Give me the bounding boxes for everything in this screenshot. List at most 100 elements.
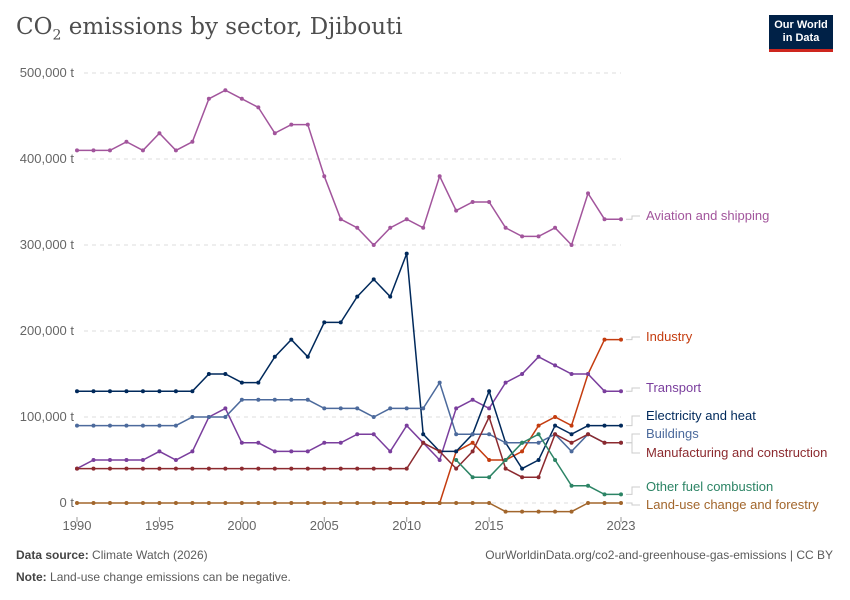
data-point — [404, 217, 409, 222]
series-label: Land-use change and forestry — [646, 497, 819, 512]
data-point — [173, 501, 178, 505]
y-tick-label: 300,000 t — [20, 237, 75, 252]
data-point — [140, 148, 145, 153]
data-point — [289, 449, 294, 454]
data-point — [355, 466, 360, 471]
x-tick-label: 2000 — [227, 518, 256, 533]
data-point — [536, 354, 541, 359]
data-point — [75, 466, 79, 471]
data-point — [289, 466, 294, 471]
y-tick-label: 100,000 t — [20, 409, 75, 424]
data-point — [602, 389, 607, 394]
data-point — [388, 225, 393, 230]
data-point — [619, 440, 623, 445]
data-point — [322, 466, 327, 471]
data-point — [520, 449, 525, 454]
data-point — [586, 483, 591, 488]
data-point — [569, 423, 574, 428]
data-point — [553, 363, 558, 368]
series-line — [76, 355, 621, 470]
data-point — [223, 466, 228, 471]
data-point — [520, 475, 525, 480]
data-point — [586, 372, 591, 376]
data-point — [569, 440, 574, 445]
data-point — [437, 458, 442, 462]
data-point — [206, 415, 211, 419]
data-point — [206, 466, 211, 471]
data-point — [487, 406, 492, 411]
data-point — [553, 423, 558, 428]
data-point — [239, 397, 244, 402]
data-point — [91, 389, 96, 394]
data-point — [371, 243, 376, 247]
data-point — [157, 449, 162, 454]
data-point — [173, 423, 178, 428]
data-point — [305, 354, 310, 359]
data-point — [140, 423, 145, 428]
data-point — [569, 509, 574, 514]
data-point — [157, 466, 162, 471]
data-point — [536, 458, 541, 462]
data-point — [91, 423, 96, 428]
data-point — [553, 458, 558, 462]
data-point — [223, 372, 228, 376]
data-point — [190, 415, 195, 419]
data-point — [553, 415, 558, 419]
data-point — [421, 501, 426, 505]
data-source: Data source: Climate Watch (2026) — [16, 548, 208, 562]
data-point — [157, 501, 162, 505]
data-point — [223, 415, 228, 419]
data-point — [124, 466, 129, 471]
data-point — [487, 458, 492, 462]
data-point — [487, 200, 492, 204]
series-label: Manufacturing and construction — [646, 445, 827, 460]
data-point — [454, 432, 459, 437]
series-line — [77, 414, 621, 478]
data-point — [487, 389, 492, 394]
data-point — [190, 466, 195, 471]
data-point — [173, 466, 178, 471]
data-point — [107, 389, 112, 394]
data-point — [355, 406, 360, 411]
series-line — [77, 253, 621, 470]
data-point — [487, 415, 492, 419]
data-point — [470, 200, 475, 204]
data-point — [437, 501, 442, 505]
data-point — [619, 501, 623, 505]
data-point — [536, 234, 541, 239]
data-point — [190, 139, 195, 144]
data-point — [569, 372, 574, 376]
data-point — [107, 501, 112, 505]
data-point — [602, 217, 607, 222]
series-label: Buildings — [646, 426, 699, 441]
data-point — [140, 466, 145, 471]
label-connector — [626, 502, 640, 506]
data-point — [536, 432, 541, 437]
data-point — [338, 320, 343, 325]
data-point — [223, 88, 228, 93]
data-point — [206, 501, 211, 505]
data-point — [239, 380, 244, 385]
data-point — [239, 96, 244, 101]
data-point — [223, 406, 228, 411]
owid-logo[interactable]: Our World in Data — [769, 15, 833, 52]
data-point — [124, 423, 129, 428]
data-point — [454, 208, 459, 213]
data-point — [107, 458, 112, 462]
data-point — [338, 466, 343, 471]
data-point — [454, 449, 459, 454]
data-point — [272, 501, 277, 505]
source-url[interactable]: OurWorldinData.org/co2-and-greenhouse-ga… — [485, 548, 833, 562]
data-point — [157, 131, 162, 136]
data-point — [470, 501, 475, 505]
data-point — [503, 466, 508, 471]
data-point — [338, 406, 343, 411]
data-point — [322, 440, 327, 445]
data-point — [421, 406, 426, 411]
x-tick-label: 2005 — [310, 518, 339, 533]
data-point — [569, 432, 574, 437]
data-point — [371, 466, 376, 471]
data-point — [305, 122, 310, 127]
data-point — [586, 191, 591, 196]
data-point — [619, 389, 623, 394]
